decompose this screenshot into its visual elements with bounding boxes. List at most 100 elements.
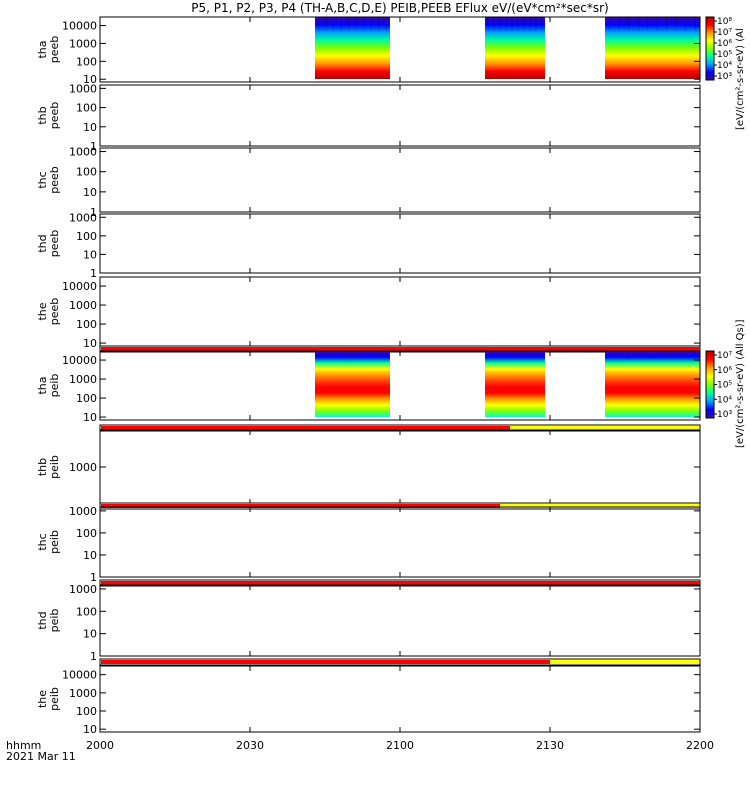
y-tick-label: 1 (90, 650, 97, 663)
y-tick-label: 10 (83, 411, 97, 424)
x-tick-label: 2030 (236, 739, 264, 752)
y-axis-label-probe: the (36, 690, 49, 708)
x-tick-label: 2000 (86, 739, 114, 752)
y-tick-label: 1000 (69, 461, 97, 474)
y-axis-label-product: peib (48, 530, 61, 554)
panel-tha-peib: 10 100 1000 10000 tha peib 10⁷ 10⁶ 10⁵ 10⁴ 10³ (36, 350, 732, 432)
panel-frame (99, 506, 701, 578)
y-tick-label: 100 (76, 166, 97, 179)
y-tick-label: 100 (76, 605, 97, 618)
y-tick-label: 10000 (62, 354, 97, 367)
colorbar-tick-label: 10³ (717, 72, 732, 82)
spectrogram-block (605, 351, 700, 417)
colorbar-tick-label: 10⁵ (717, 50, 732, 60)
x-tick-label: 2200 (686, 739, 714, 752)
spectrogram-block (485, 17, 545, 79)
colorbar-tick-label: 10⁴ (717, 61, 732, 71)
panel-thc-peeb: 1 10 100 1000 thc peeb (36, 146, 701, 219)
y-axis-label-probe: thc (36, 171, 49, 188)
y-tick-label: 10000 (62, 280, 97, 293)
panel-the-peeb: 10 100 1000 10000 the peeb (36, 276, 701, 353)
y-tick-label: 1000 (69, 146, 97, 159)
y-tick-label: 10 (83, 628, 97, 641)
colorbar-units-label-bottom: [eV/(cm²-s-sr-eV) (All Qs)] (735, 319, 746, 448)
y-tick-label: 100 (76, 527, 97, 540)
colorbar (705, 16, 715, 81)
panel-frame (99, 665, 701, 733)
panel-the-peib: 10 100 1000 10000 the peib (36, 665, 701, 736)
colorbar-tick-label: 10⁵ (717, 381, 732, 391)
colorbar-tick-label: 10⁶ (717, 39, 732, 49)
y-axis-label-probe: thc (36, 533, 49, 550)
panel-frame (99, 584, 701, 657)
y-axis-label-probe: tha (36, 40, 49, 58)
panel-frame (99, 276, 701, 347)
flag-bar-yellow (510, 426, 699, 430)
panel-thd-peeb: 1 10 100 1000 thd peeb (36, 211, 701, 280)
y-axis-label-probe: tha (36, 376, 49, 394)
colorbar-tick-label: 10³ (717, 410, 732, 420)
y-tick-label: 10 (83, 549, 97, 562)
y-tick-label: 1000 (69, 211, 97, 224)
spectrogram-block (605, 17, 700, 79)
y-axis-label-product: peeb (48, 166, 61, 194)
flag-bar-red (101, 581, 700, 585)
flag-bar-yellow (550, 660, 699, 664)
y-tick-label: 1000 (69, 583, 97, 596)
y-axis-label-probe: thb (36, 458, 49, 476)
y-tick-label: 1000 (69, 505, 97, 518)
y-tick-label: 1 (90, 140, 97, 153)
y-tick-label: 100 (76, 55, 97, 68)
colorbar-tick-label: 10⁴ (717, 395, 732, 405)
y-axis-label-product: peeb (48, 230, 61, 258)
y-axis-label-product: peib (48, 609, 61, 633)
x-axis-label-format: hhmm (6, 739, 42, 752)
panel-thb-peib: 1000 thb peib (36, 429, 701, 510)
y-axis-label-product: peeb (48, 298, 61, 326)
y-tick-label: 10 (83, 248, 97, 261)
colorbar-tick-label: 10⁷ (717, 351, 732, 361)
flag-bar-red (101, 504, 500, 508)
y-tick-label: 100 (76, 102, 97, 115)
flag-bar-yellow (500, 504, 699, 508)
y-tick-label: 1000 (69, 37, 97, 50)
flag-bar-red (101, 347, 700, 351)
y-axis-label-probe: the (36, 302, 49, 320)
panel-frame (99, 429, 701, 505)
y-tick-label: 10 (83, 186, 97, 199)
panel-frame (99, 147, 701, 213)
y-tick-label: 10000 (62, 20, 97, 33)
panel-thd-peib: 1 10 100 1000 thd peib (36, 583, 701, 666)
colorbar-tick-label: 10⁷ (717, 28, 732, 38)
y-tick-label: 100 (76, 230, 97, 243)
y-tick-label: 10 (83, 337, 97, 350)
y-tick-label: 10000 (62, 669, 97, 682)
y-axis-label-product: peib (48, 374, 61, 398)
panel-thb-peeb: 1 10 100 1000 thb peeb (36, 82, 701, 153)
y-tick-label: 10 (83, 723, 97, 736)
colorbar (705, 350, 715, 419)
colorbar-units-label-top: [eV/(cm²-s-sr-eV) (Al (735, 28, 746, 130)
y-tick-label: 10 (83, 73, 97, 86)
y-axis-label-product: peib (48, 687, 61, 711)
x-axis-label-date: 2021 Mar 11 (6, 750, 76, 763)
y-tick-label: 1000 (69, 299, 97, 312)
colorbar-tick-label: 10⁸ (717, 17, 732, 27)
flag-bar-red (101, 660, 550, 664)
y-tick-label: 100 (76, 705, 97, 718)
plot-title: P5, P1, P2, P3, P4 (TH-A,B,C,D,E) PEIB,P… (191, 1, 609, 15)
x-tick-label: 2100 (386, 739, 414, 752)
y-tick-label: 1 (90, 571, 97, 584)
y-axis-label-product: peeb (48, 102, 61, 130)
y-tick-label: 1000 (69, 687, 97, 700)
y-axis-label-product: peeb (48, 36, 61, 64)
spectrogram-block (315, 351, 390, 417)
panel-thc-peib: 1 10 100 1000 thc peib (36, 505, 701, 587)
panel-frame (99, 84, 701, 147)
y-tick-label: 1 (90, 206, 97, 219)
y-tick-label: 1000 (69, 373, 97, 386)
y-axis-label-probe: thb (36, 106, 49, 124)
y-tick-label: 10 (83, 121, 97, 134)
spectrogram-block (485, 351, 545, 417)
